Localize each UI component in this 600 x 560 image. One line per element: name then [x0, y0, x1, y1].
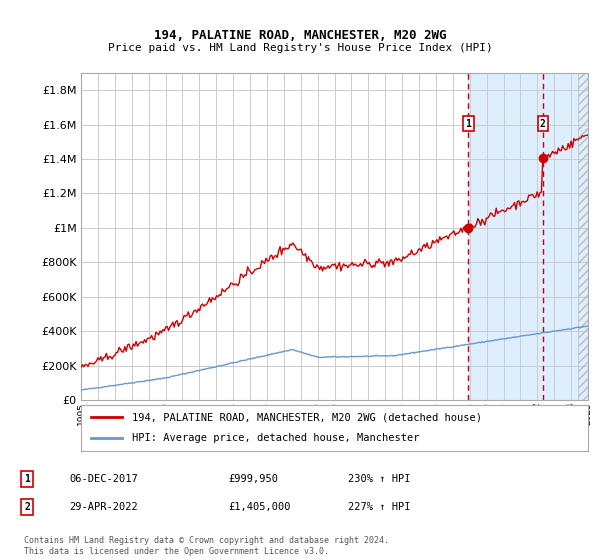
Text: £999,950: £999,950	[228, 474, 278, 484]
Text: 29-APR-2022: 29-APR-2022	[69, 502, 138, 512]
Bar	[469, 73, 588, 400]
Bar	[578, 73, 588, 400]
Text: Price paid vs. HM Land Registry's House Price Index (HPI): Price paid vs. HM Land Registry's House …	[107, 43, 493, 53]
Text: 194, PALATINE ROAD, MANCHESTER, M20 2WG: 194, PALATINE ROAD, MANCHESTER, M20 2WG	[154, 29, 446, 42]
Text: 227% ↑ HPI: 227% ↑ HPI	[348, 502, 410, 512]
Text: 1: 1	[466, 119, 471, 129]
Text: 1: 1	[24, 474, 30, 484]
Text: HPI: Average price, detached house, Manchester: HPI: Average price, detached house, Manc…	[132, 433, 419, 444]
Text: £1,405,000: £1,405,000	[228, 502, 290, 512]
Text: 2: 2	[540, 119, 546, 129]
Text: Contains HM Land Registry data © Crown copyright and database right 2024.
This d: Contains HM Land Registry data © Crown c…	[24, 536, 389, 556]
Text: 06-DEC-2017: 06-DEC-2017	[69, 474, 138, 484]
Text: 2: 2	[24, 502, 30, 512]
Text: 194, PALATINE ROAD, MANCHESTER, M20 2WG (detached house): 194, PALATINE ROAD, MANCHESTER, M20 2WG …	[132, 412, 482, 422]
Text: 230% ↑ HPI: 230% ↑ HPI	[348, 474, 410, 484]
